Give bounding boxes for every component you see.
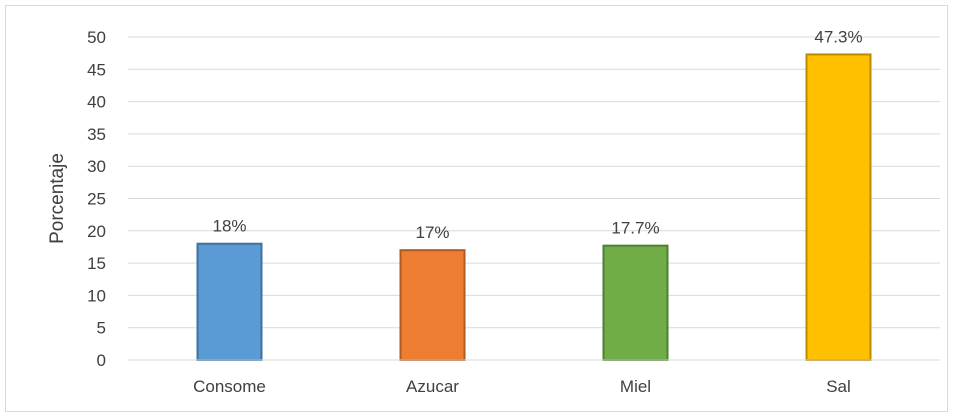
- bar-azucar: [399, 249, 466, 361]
- y-tick-label: 5: [97, 319, 106, 338]
- y-tick-label: 50: [87, 28, 106, 47]
- bar-consome: [196, 242, 263, 361]
- y-tick-label: 20: [87, 222, 106, 241]
- data-label: 47.3%: [814, 27, 862, 46]
- y-tick-label: 15: [87, 254, 106, 273]
- gridlines: [128, 36, 940, 329]
- data-label: 17.7%: [611, 219, 659, 238]
- y-tick-label: 45: [87, 60, 106, 79]
- y-tick-label: 10: [87, 286, 106, 305]
- data-label: 17%: [415, 223, 449, 242]
- chart-frame: [5, 5, 948, 412]
- x-category-label: Sal: [826, 377, 851, 396]
- data-labels: 18% 17% 17.7% 47.3%: [212, 27, 862, 242]
- y-axis-title: Porcentaje: [47, 153, 68, 244]
- x-category-label: Consome: [193, 377, 266, 396]
- y-tick-label: 30: [87, 157, 106, 176]
- y-tick-label: 35: [87, 125, 106, 144]
- x-axis-categories: Consome Azucar Miel Sal: [193, 377, 851, 396]
- x-category-label: Miel: [620, 377, 651, 396]
- data-label: 18%: [212, 217, 246, 236]
- y-axis-ticks: 0 5 10 15 20 25 30 35 40 45 50: [87, 28, 106, 370]
- bar-sal: [805, 53, 872, 362]
- bars: [196, 53, 872, 362]
- x-category-label: Azucar: [406, 377, 459, 396]
- y-tick-label: 40: [87, 93, 106, 112]
- y-tick-label: 25: [87, 190, 106, 209]
- bar-miel: [602, 244, 669, 362]
- y-tick-label: 0: [97, 351, 106, 370]
